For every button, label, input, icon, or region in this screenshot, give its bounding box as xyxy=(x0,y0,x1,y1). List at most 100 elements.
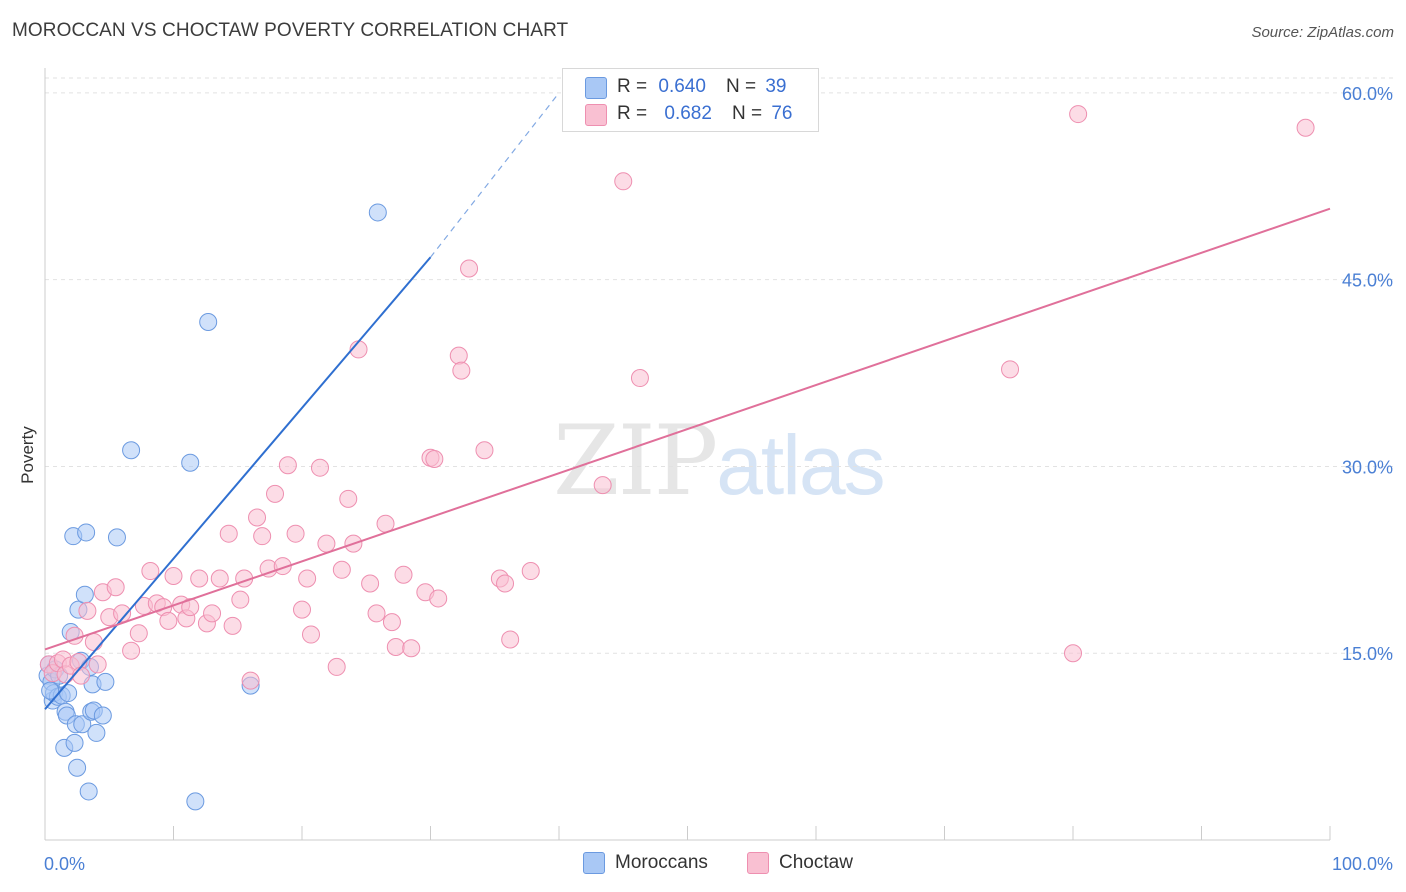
choctaw-point xyxy=(210,569,229,588)
choctaw-point xyxy=(402,639,421,658)
series-swatch-choctaw xyxy=(747,852,769,874)
legend-r-value: 0.682 xyxy=(664,103,712,124)
choctaw-point xyxy=(286,524,305,543)
watermark-zip: ZIP xyxy=(553,405,718,517)
choctaw-point xyxy=(327,657,346,676)
moroccans-point xyxy=(79,782,98,801)
legend-n-label: N = xyxy=(725,76,757,97)
moroccans-point xyxy=(368,203,387,222)
series-legend-label: Choctaw xyxy=(779,852,853,873)
choctaw-point xyxy=(429,589,448,608)
choctaw-point xyxy=(298,569,317,588)
choctaw-point xyxy=(593,476,612,495)
series-legend-item-moroccans: Moroccans xyxy=(583,852,708,874)
y-axis-title: Poverty xyxy=(18,426,37,484)
moroccans-point xyxy=(93,706,112,725)
correlation-legend: R = 0.640 N = 39 R = 0.682 N = 76 xyxy=(562,68,819,132)
choctaw-point xyxy=(317,534,336,553)
moroccans-trendline-extension xyxy=(430,92,560,258)
legend-r-label: R = xyxy=(617,103,648,124)
choctaw-point xyxy=(614,172,633,191)
choctaw-point xyxy=(164,567,183,586)
y-tick-label: 60.0% xyxy=(1342,84,1393,104)
choctaw-point xyxy=(248,508,267,527)
choctaw-point xyxy=(1296,118,1315,137)
choctaw-point xyxy=(301,625,320,644)
choctaw-point xyxy=(386,638,405,656)
choctaw-point xyxy=(88,655,107,674)
series-swatch-moroccans xyxy=(583,852,605,874)
moroccans-point xyxy=(199,313,218,332)
watermark-atlas: atlas xyxy=(716,418,885,512)
choctaw-point xyxy=(293,600,311,619)
choctaw-point xyxy=(496,574,515,593)
watermark: ZIPatlas xyxy=(553,405,886,517)
choctaw-point xyxy=(382,613,401,632)
y-tick-label: 45.0% xyxy=(1342,271,1393,291)
choctaw-point xyxy=(84,633,103,652)
choctaw-point xyxy=(367,604,386,623)
choctaw-point xyxy=(425,449,444,468)
legend-r-label: R = xyxy=(617,76,648,97)
choctaw-point xyxy=(475,441,494,460)
choctaw-point xyxy=(452,361,471,380)
moroccans-point xyxy=(186,792,205,811)
moroccans-point xyxy=(77,523,96,542)
choctaw-point xyxy=(223,616,242,635)
series-legend: Moroccans Choctaw xyxy=(0,852,1406,878)
choctaw-point xyxy=(332,560,351,579)
choctaw-point xyxy=(501,630,520,649)
moroccans-point xyxy=(41,681,60,700)
moroccans-trendline xyxy=(44,256,432,710)
choctaw-point xyxy=(460,259,479,278)
y-tick-label: 30.0% xyxy=(1342,457,1393,477)
series-legend-label: Moroccans xyxy=(615,852,708,873)
moroccans-point xyxy=(96,672,115,691)
choctaw-point xyxy=(219,524,238,543)
choctaw-point xyxy=(1069,105,1088,124)
choctaw-point xyxy=(266,484,285,503)
choctaw-point xyxy=(190,569,209,588)
moroccans-point xyxy=(59,684,78,703)
choctaw-point xyxy=(141,562,160,581)
choctaw-point xyxy=(310,458,329,477)
choctaw-point xyxy=(339,489,358,508)
choctaw-point xyxy=(278,456,297,475)
chart-title: MOROCCAN VS CHOCTAW POVERTY CORRELATION … xyxy=(12,20,569,41)
choctaw-point xyxy=(159,611,178,630)
y-tick-label: 15.0% xyxy=(1342,644,1393,664)
choctaw-point xyxy=(122,641,141,660)
choctaw-point xyxy=(1001,360,1020,379)
series-legend-item-choctaw: Choctaw xyxy=(747,852,853,874)
choctaw-point xyxy=(71,666,90,685)
moroccans-point xyxy=(107,528,126,547)
choctaw-point xyxy=(630,369,649,388)
x-tick-label: 0.0% xyxy=(44,854,85,874)
source-label: Source: ZipAtlas.com xyxy=(1251,24,1394,41)
moroccans-point xyxy=(75,585,94,604)
moroccans-point xyxy=(73,715,92,734)
choctaw-point xyxy=(203,604,222,623)
legend-swatch-moroccans xyxy=(585,77,607,99)
choctaw-point xyxy=(113,604,132,623)
choctaw-point xyxy=(129,624,148,643)
choctaw-point xyxy=(231,590,250,609)
moroccans-point xyxy=(68,758,87,777)
legend-n-label: N = xyxy=(731,103,763,124)
choctaw-point xyxy=(394,565,413,584)
choctaw-point xyxy=(241,671,260,690)
legend-row-choctaw: R = 0.682 N = 76 xyxy=(617,101,792,127)
choctaw-point xyxy=(449,346,468,365)
choctaw-point xyxy=(1064,644,1082,663)
legend-n-value: 76 xyxy=(771,103,793,124)
x-tick-label: 100.0% xyxy=(1332,854,1393,874)
choctaw-point xyxy=(253,527,272,546)
moroccans-point xyxy=(87,723,106,742)
legend-n-value: 39 xyxy=(765,76,787,97)
moroccans-point xyxy=(122,441,141,460)
legend-swatch-choctaw xyxy=(585,104,607,126)
legend-r-value: 0.640 xyxy=(658,76,706,97)
choctaw-point xyxy=(78,601,97,620)
choctaw-point xyxy=(106,578,125,597)
